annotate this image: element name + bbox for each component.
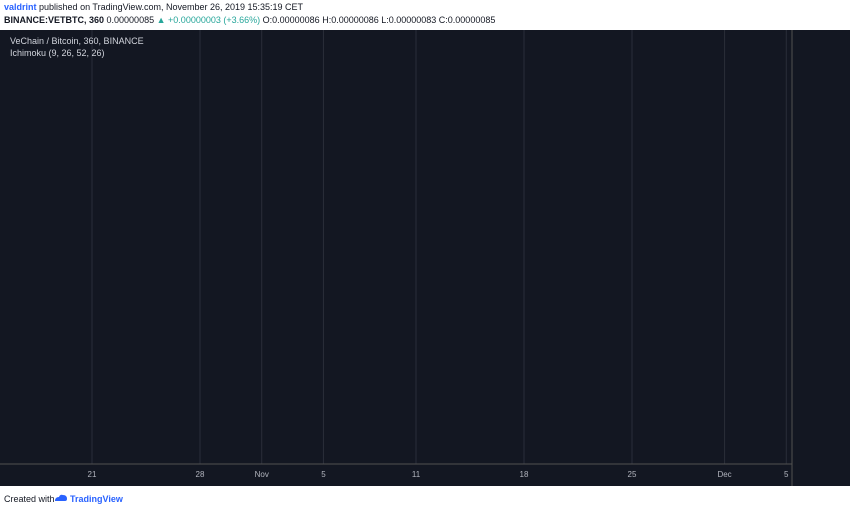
publish-info: valdrint published on TradingView.com, N… <box>4 2 303 12</box>
ohlc-values: O:0.00000086 H:0.00000086 L:0.00000083 C… <box>262 15 496 25</box>
publish-header: valdrint published on TradingView.com, N… <box>0 0 850 30</box>
chart-area[interactable]: 0.000000950.000000900.000000850.00000080… <box>0 30 850 486</box>
published-text: published on TradingView.com, November 2… <box>39 2 304 12</box>
instrument-legend: VeChain / Bitcoin, 360, BINANCE <box>10 36 144 46</box>
tradingview-brand[interactable]: TradingView <box>70 494 123 504</box>
last-price: 0.00000085 <box>106 15 155 25</box>
x-tick-label: Nov <box>255 470 269 479</box>
price-chart[interactable]: 0.000000950.000000900.000000850.00000080… <box>0 30 850 486</box>
footer: Created with TradingView <box>0 486 850 511</box>
symbol-label: BINANCE:VETBTC, 360 <box>4 15 105 25</box>
x-tick-label: 5 <box>784 470 789 479</box>
x-tick-label: 28 <box>196 470 205 479</box>
x-tick-label: 5 <box>321 470 326 479</box>
price-change: +0.00000003 (+3.66%) <box>168 15 261 25</box>
x-tick-label: 25 <box>628 470 637 479</box>
chart-background <box>0 30 850 486</box>
indicator-legend: Ichimoku (9, 26, 52, 26) <box>10 48 105 58</box>
created-with-text: Created with <box>4 494 55 504</box>
tradingview-logo-icon <box>55 494 67 501</box>
x-tick-label: 11 <box>412 470 421 479</box>
author-link[interactable]: valdrint <box>4 2 37 12</box>
up-arrow-icon: ▲ <box>156 15 166 25</box>
x-tick-label: 21 <box>88 470 97 479</box>
x-tick-label: 18 <box>520 470 529 479</box>
symbol-info: BINANCE:VETBTC, 360 0.00000085 ▲ +0.0000… <box>4 15 495 25</box>
x-tick-label: Dec <box>717 470 731 479</box>
